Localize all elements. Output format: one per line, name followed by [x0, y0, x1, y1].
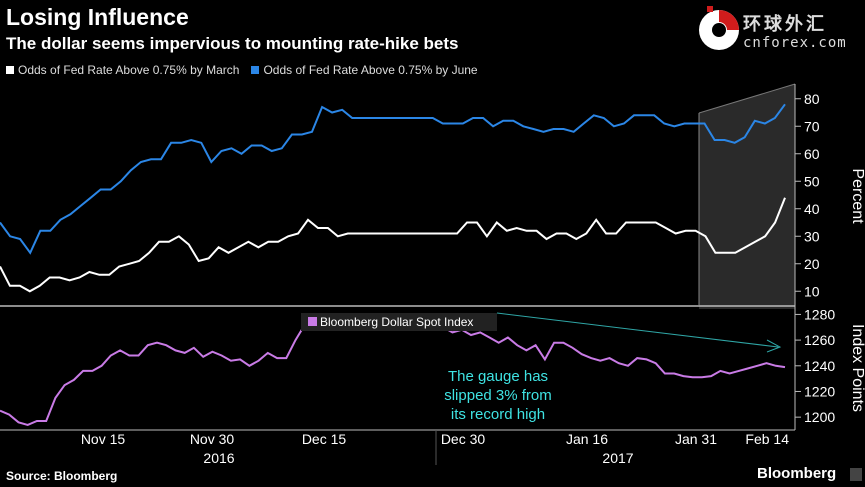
- chart-title: Losing Influence: [6, 4, 189, 30]
- annotation-arrow-head: [766, 339, 782, 353]
- series-line-march: [0, 197, 786, 293]
- x-tick-label: Jan 31: [675, 431, 717, 447]
- dollar-legend-label: Bloomberg Dollar Spot Index: [320, 315, 473, 329]
- y-tick-top-50: 50: [804, 173, 820, 189]
- legend-label-march: Odds of Fed Rate Above 0.75% by March: [18, 63, 240, 77]
- y-axis-label-bottom: Index Points: [849, 324, 865, 412]
- legend-item-june: Odds of Fed Rate Above 0.75% by June: [251, 63, 478, 77]
- series-line-june: [0, 103, 786, 255]
- dollar-legend-box: [301, 313, 497, 331]
- y-tick-top-70: 70: [804, 118, 820, 134]
- x-year-label-2016: 2016: [203, 450, 234, 466]
- legend-swatch-march: [6, 66, 14, 74]
- annotation-note: The gauge has slipped 3% from its record…: [418, 367, 578, 424]
- annotation-line-1: The gauge has: [447, 368, 549, 385]
- annotation-line-2: slipped 3% from: [444, 387, 552, 404]
- y-tick-top-10: 10: [804, 283, 820, 299]
- x-tick-label: Dec 30: [441, 431, 486, 447]
- y-tick-top-80: 80: [804, 91, 820, 107]
- bloomberg-brand-icon: [850, 468, 862, 481]
- y-tick-top-20: 20: [804, 256, 820, 272]
- x-tick-label: Jan 16: [566, 431, 608, 447]
- dollar-legend-swatch: [308, 317, 317, 326]
- legend-swatch-june: [251, 66, 260, 74]
- legend: Odds of Fed Rate Above 0.75% by March Od…: [6, 63, 478, 77]
- x-tick-label: Feb 14: [745, 431, 789, 447]
- chart-subtitle: The dollar seems impervious to mounting …: [6, 34, 459, 53]
- x-tick-label: Dec 15: [302, 431, 347, 447]
- y-tick-bottom-1200: 1200: [804, 409, 835, 425]
- highlight-region: [699, 84, 795, 309]
- annotation-arrow-line: [496, 312, 779, 348]
- y-tick-bottom-1220: 1220: [804, 383, 835, 399]
- y-axis-label-top: Percent: [849, 168, 865, 224]
- dollar-legend: Bloomberg Dollar Spot Index: [301, 313, 497, 331]
- x-year-label-2017: 2017: [602, 450, 633, 466]
- legend-label-june: Odds of Fed Rate Above 0.75% by June: [263, 63, 478, 77]
- y-tick-top-60: 60: [804, 146, 820, 162]
- y-tick-bottom-1280: 1280: [804, 306, 835, 322]
- logo-text-cn: 环球外汇: [743, 14, 827, 35]
- source-label: Source: Bloomberg: [6, 469, 118, 483]
- cnforex-logo: 环球外汇 cnforex.com: [697, 4, 862, 56]
- legend-item-march: Odds of Fed Rate Above 0.75% by March: [6, 63, 239, 77]
- y-tick-top-30: 30: [804, 228, 820, 244]
- y-tick-top-40: 40: [804, 201, 820, 217]
- annotation-line-3: its record high: [450, 406, 546, 423]
- x-tick-label: Nov 15: [81, 431, 126, 447]
- y-tick-bottom-1260: 1260: [804, 332, 835, 348]
- cnforex-logo-icon: [699, 6, 739, 50]
- highlight-edge: [698, 83, 796, 114]
- x-tick-label: Nov 30: [190, 431, 235, 447]
- y-tick-bottom-1240: 1240: [804, 358, 835, 374]
- series-line-dollar: [0, 319, 786, 426]
- logo-text-en: cnforex.com: [743, 35, 847, 51]
- bloomberg-brand: Bloomberg: [757, 465, 837, 482]
- annotation-arrow: [496, 312, 782, 353]
